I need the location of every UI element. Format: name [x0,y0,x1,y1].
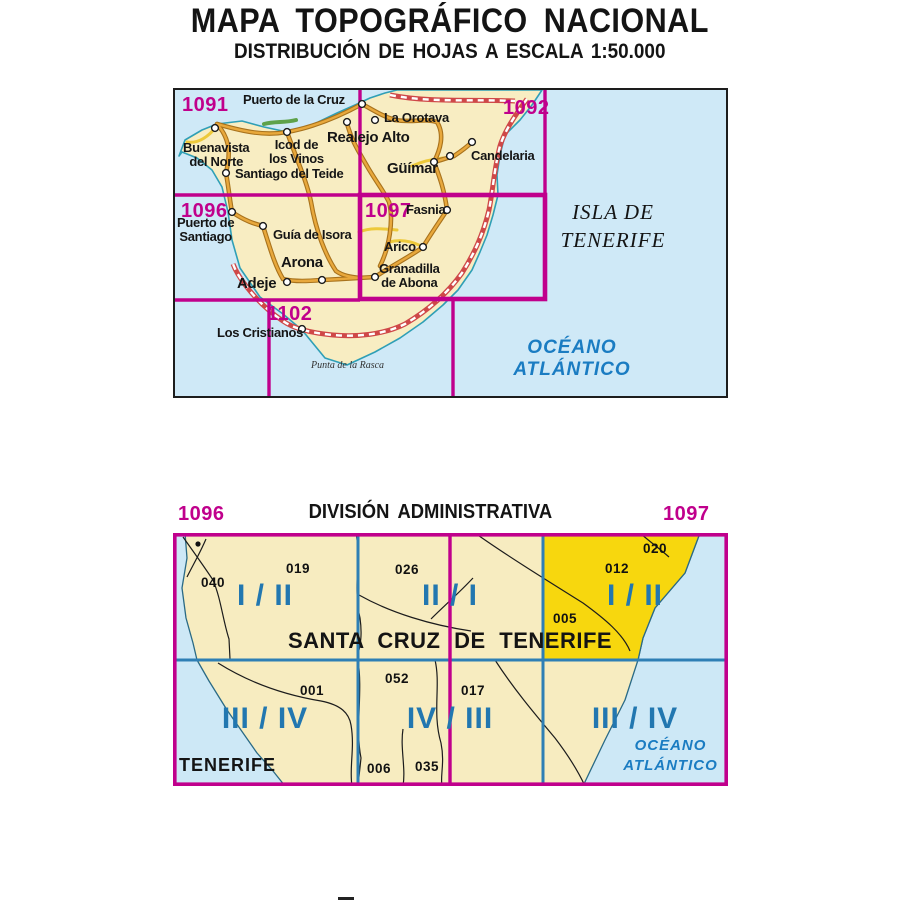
town-label-puerto-de-la-cruz: Puerto de la Cruz [243,92,345,107]
admin-division-map: 040 019 026 020 012 005 001 052 017 006 … [173,533,728,786]
ocean-label: OCÉANO ATLÁNTICO [513,337,631,380]
quadrant-label-2: II / I [421,579,478,612]
town-label-santiago-del-teide: Santiago del Teide [235,166,344,181]
page-subtitle: DISTRIBUCIÓN DE HOJAS A ESCALA 1:50.000 [0,40,900,64]
town-label-granadilla-de-abona: Granadilla de Abona [379,261,440,290]
sheet-grid-lines [175,90,548,396]
admin-sheet-label-right: 1097 [663,503,710,525]
muni-code-035: 035 [415,759,440,774]
index-map-graphic [175,90,548,396]
coastline [637,533,701,661]
quadrant-label-3: I / II [606,579,663,612]
muni-code-005: 005 [553,611,578,626]
quadrant-label-1: I / II [236,579,293,612]
muni-code-026: 026 [395,562,420,577]
town-label-guia-de-isora: Guía de Isora [273,227,352,242]
admin-title-text: DIVISIÓN ADMINISTRATIVA [308,501,552,523]
town-label-arona: Arona [281,254,323,271]
town-label-realejo-alto: Realejo Alto [327,129,410,146]
muni-code-019: 019 [286,561,311,576]
boundary-node-dot [195,541,201,547]
muni-code-017: 017 [461,683,486,698]
sheet-index-map: 1091 1092 1096 1097 1102 Puerto de la Cr… [173,88,728,398]
admin-island-label: TENERIFE [179,755,277,775]
cutoff-text-fragment [338,897,354,900]
green-road [262,118,298,126]
town-dots [210,99,477,334]
quadrant-label-4: III / IV [221,702,309,735]
quadrant-label-6: III / IV [591,702,679,735]
page-subtitle-text: DISTRIBUCIÓN DE HOJAS A ESCALA 1:50.000 [234,40,666,63]
town-label-buenavista-del-norte: Buenavista del Norte [183,140,250,169]
muni-code-020: 020 [643,541,668,556]
muni-code-012: 012 [605,561,630,576]
sheet-label-1092: 1092 [503,97,550,119]
sheet-label-1091: 1091 [182,94,229,116]
admin-map-frame [173,533,728,786]
town-label-puerto-de-santiago: Puerto de Santiago [177,215,235,244]
sheet-label-1097: 1097 [365,200,412,222]
muni-code-052: 052 [385,671,410,686]
muni-code-006: 006 [367,761,392,776]
sheet-label-1096: 1096 [181,200,228,222]
muni-code-040: 040 [201,575,226,590]
page-title: MAPA TOPOGRÁFICO NACIONAL [0,2,900,41]
quadrant-label-5: IV / III [406,702,494,735]
admin-map-graphic [173,533,728,786]
town-label-la-orotava: La Orotava [384,110,449,125]
highlighted-quadrant [543,533,700,660]
town-label-arico: Arico [384,239,416,254]
sheet-label-1102: 1102 [267,303,313,325]
town-label-adeje: Adeje [237,275,277,292]
muni-code-001: 001 [300,683,325,698]
sheet-frame-1097 [357,192,548,302]
municipality-boundaries [182,533,670,786]
island-name-label: ISLA DE TENERIFE [560,200,666,253]
admin-title: DIVISIÓN ADMINISTRATIVA [250,501,610,524]
town-label-fasnia: Fasnia [406,202,446,217]
admin-ocean-label: OCÉANO ATLÁNTICO [623,737,718,774]
admin-sheet-label-left: 1096 [178,503,225,525]
cape-label-punta-de-la-rasca: Punta de la Rasca [311,360,385,371]
page-title-text: MAPA TOPOGRÁFICO NACIONAL [190,2,710,40]
town-label-los-cristianos: Los Cristianos [217,325,304,340]
town-label-candelaria: Candelaria [471,148,535,163]
town-label-icod-de-los-vinos: Icod de los Vinos [269,137,324,166]
province-label: SANTA CRUZ DE TENERIFE [287,628,613,653]
town-label-guimar: Güímar [387,160,438,177]
